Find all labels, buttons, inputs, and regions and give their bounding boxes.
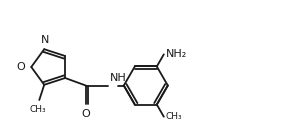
- Text: NH₂: NH₂: [166, 49, 187, 59]
- Text: N: N: [41, 35, 50, 45]
- Text: CH₃: CH₃: [30, 105, 47, 114]
- Text: O: O: [17, 62, 25, 72]
- Text: NH: NH: [110, 73, 127, 82]
- Text: CH₃: CH₃: [166, 112, 182, 121]
- Text: O: O: [82, 108, 90, 119]
